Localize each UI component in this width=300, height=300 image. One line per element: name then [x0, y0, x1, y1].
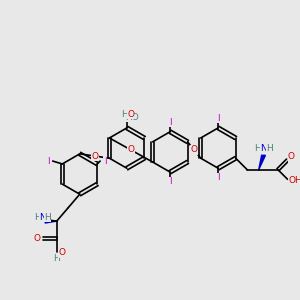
Text: HO: HO — [125, 113, 139, 122]
Text: H: H — [34, 213, 41, 222]
Text: O: O — [128, 146, 134, 154]
Polygon shape — [45, 219, 57, 223]
Text: O: O — [127, 110, 134, 119]
Text: N: N — [260, 144, 267, 153]
Text: H: H — [44, 213, 50, 222]
Text: I: I — [47, 157, 50, 166]
Text: H: H — [254, 144, 261, 153]
Text: O: O — [58, 248, 65, 257]
Polygon shape — [259, 155, 266, 170]
Text: H: H — [266, 144, 273, 153]
Text: O: O — [190, 146, 198, 154]
Text: I: I — [169, 177, 171, 186]
Text: I: I — [169, 118, 171, 127]
Text: I: I — [217, 114, 220, 123]
Text: I: I — [217, 173, 220, 182]
Text: OH: OH — [288, 176, 300, 185]
Text: O: O — [91, 152, 98, 160]
Text: H: H — [53, 254, 60, 263]
Text: N: N — [39, 213, 46, 222]
Text: I: I — [103, 157, 106, 166]
Text: O: O — [34, 234, 41, 243]
Text: H: H — [122, 110, 128, 119]
Text: O: O — [288, 152, 295, 161]
